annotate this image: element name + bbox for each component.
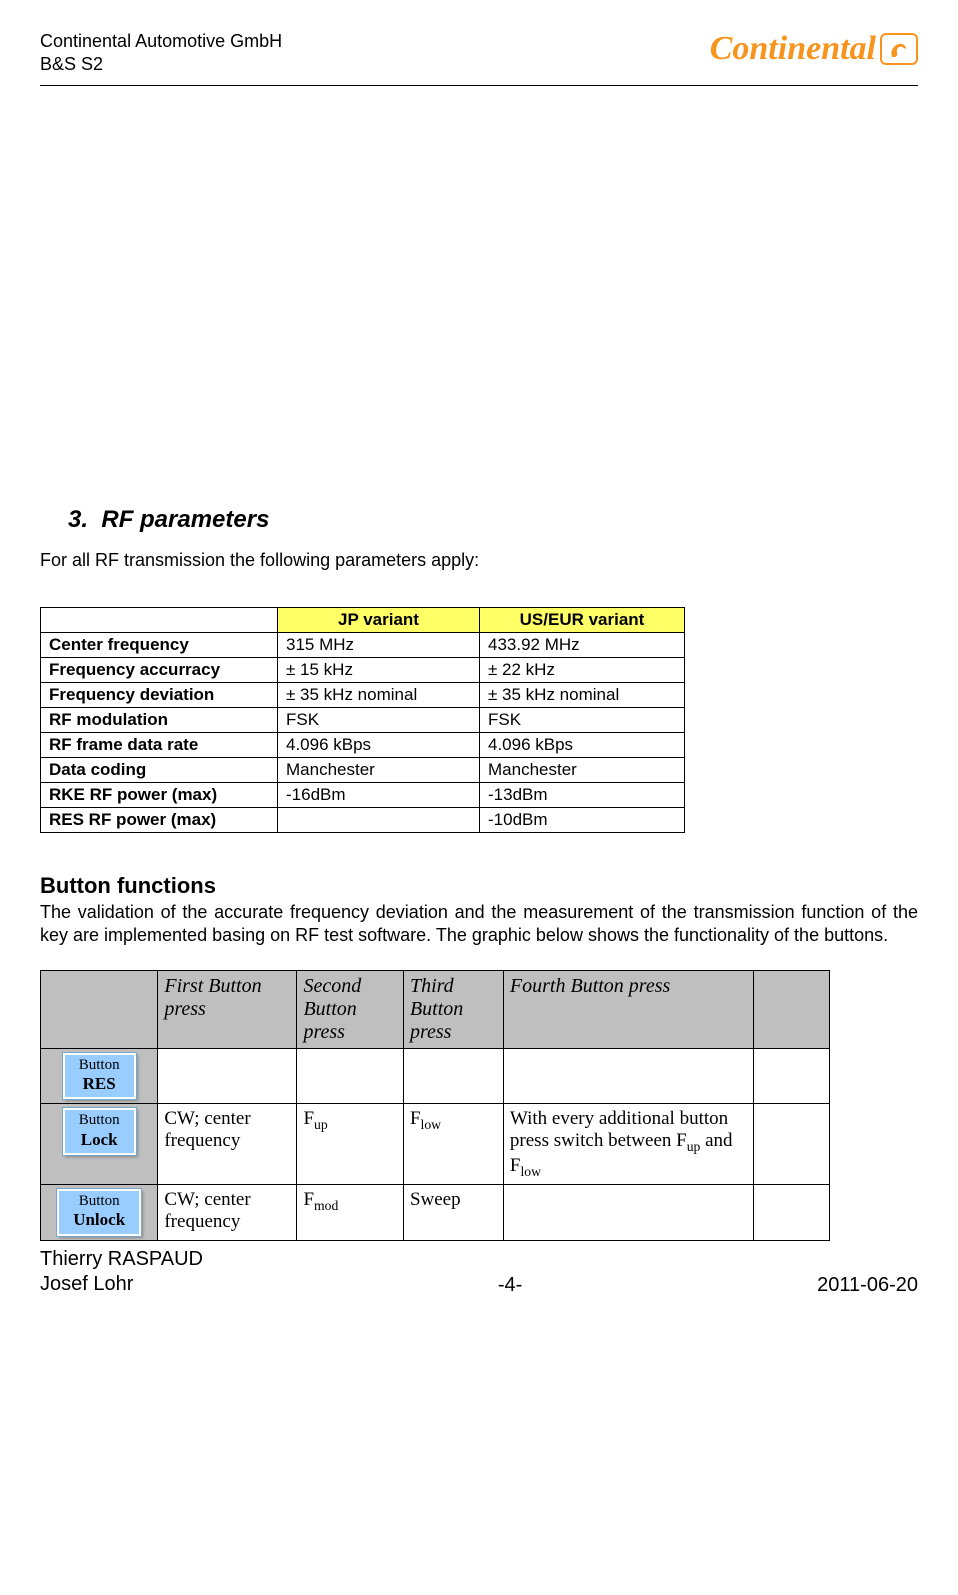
table-row: RF modulationFSKFSK	[41, 707, 685, 732]
button-unlock: Button Unlock	[57, 1189, 141, 1236]
lock-c2: Fup	[297, 1104, 404, 1185]
button-res: Button RES	[63, 1053, 136, 1100]
author-2: Josef Lohr	[40, 1272, 203, 1297]
unlock-c1: CW; center frequency	[158, 1184, 297, 1240]
author-1: Thierry RASPAUD	[40, 1247, 203, 1272]
res-c5	[753, 1048, 829, 1104]
unlock-c4	[503, 1184, 753, 1240]
table-row: Frequency accurracy± 15 kHz± 22 kHz	[41, 657, 685, 682]
rf-header-us: US/EUR variant	[480, 607, 685, 632]
footer-authors: Thierry RASPAUD Josef Lohr	[40, 1247, 203, 1297]
rf-table-header-row: JP variant US/EUR variant	[41, 607, 685, 632]
res-c2	[297, 1048, 404, 1104]
page-footer: Thierry RASPAUD Josef Lohr -4- 2011-06-2…	[40, 1247, 918, 1297]
unlock-c5	[753, 1184, 829, 1240]
lock-c3: Flow	[403, 1104, 503, 1185]
btn-row-unlock: Button Unlock CW; center frequency Fmod …	[41, 1184, 830, 1240]
lock-c4: With every additional button press switc…	[503, 1104, 753, 1185]
btn-header-blank	[41, 970, 158, 1048]
rf-header-blank	[41, 607, 278, 632]
table-row: RKE RF power (max)-16dBm-13dBm	[41, 782, 685, 807]
table-row: Frequency deviation± 35 kHz nominal± 35 …	[41, 682, 685, 707]
section-number: 3.	[68, 506, 88, 533]
button-functions-table: First Button press Second Button press T…	[40, 970, 830, 1241]
section-intro: For all RF transmission the following pa…	[40, 550, 918, 571]
section-name: RF parameters	[101, 506, 269, 533]
res-c4	[503, 1048, 753, 1104]
logo-text: Continental	[710, 30, 876, 68]
section-title: 3. RF parameters	[68, 506, 918, 534]
res-c1	[158, 1048, 297, 1104]
btn-res-cell: Button RES	[41, 1048, 158, 1104]
btn-lock-cell: Button Lock	[41, 1104, 158, 1185]
btn-header-2: Second Button press	[297, 970, 404, 1048]
page-header: Continental Automotive GmbH B&S S2 Conti…	[40, 30, 918, 77]
table-row: RES RF power (max)-10dBm	[41, 807, 685, 832]
lock-c1: CW; center frequency	[158, 1104, 297, 1185]
res-c3	[403, 1048, 503, 1104]
btn-table-header-row: First Button press Second Button press T…	[41, 970, 830, 1048]
btn-header-1: First Button press	[158, 970, 297, 1048]
button-functions-title: Button functions	[40, 873, 918, 899]
btn-row-lock: Button Lock CW; center frequency Fup Flo…	[41, 1104, 830, 1185]
btn-unlock-cell: Button Unlock	[41, 1184, 158, 1240]
table-row: Center frequency315 MHz433.92 MHz	[41, 632, 685, 657]
btn-header-3: Third Button press	[403, 970, 503, 1048]
footer-date: 2011-06-20	[817, 1274, 918, 1297]
company-name: Continental Automotive GmbH	[40, 30, 282, 53]
btn-header-4: Fourth Button press	[503, 970, 753, 1048]
table-row: Data codingManchesterManchester	[41, 757, 685, 782]
rf-parameters-table: JP variant US/EUR variant Center frequen…	[40, 607, 685, 833]
dept-name: B&S S2	[40, 53, 282, 76]
unlock-c2: Fmod	[297, 1184, 404, 1240]
header-company-block: Continental Automotive GmbH B&S S2	[40, 30, 282, 77]
continental-logo: Continental	[710, 30, 918, 68]
table-row: RF frame data rate4.096 kBps4.096 kBps	[41, 732, 685, 757]
button-lock: Button Lock	[63, 1108, 136, 1155]
btn-row-res: Button RES	[41, 1048, 830, 1104]
logo-horse-icon	[880, 33, 918, 65]
blank-spacer	[40, 86, 918, 506]
rf-header-jp: JP variant	[278, 607, 480, 632]
button-functions-text: The validation of the accurate frequency…	[40, 901, 918, 948]
page-number: -4-	[498, 1274, 522, 1297]
lock-c5	[753, 1104, 829, 1185]
btn-header-5	[753, 970, 829, 1048]
unlock-c3: Sweep	[403, 1184, 503, 1240]
